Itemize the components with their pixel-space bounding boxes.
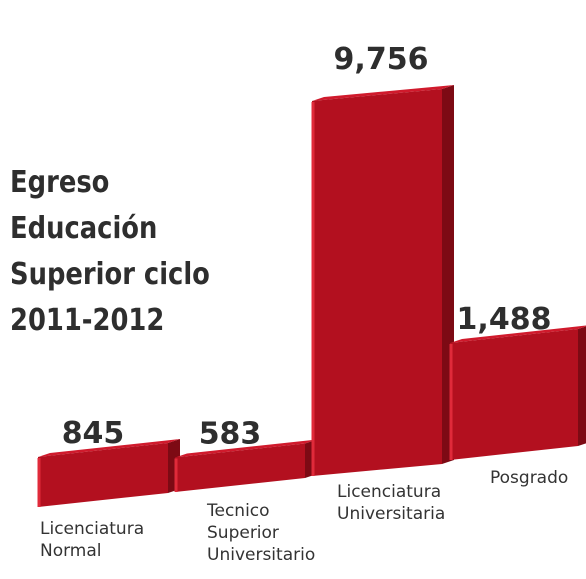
bar-side — [578, 326, 586, 446]
value-label: 583 — [199, 417, 262, 452]
category-label: Licenciatura Normal — [40, 519, 144, 561]
bar-front — [38, 443, 168, 507]
category-label: Licenciatura Universitaria — [337, 482, 445, 524]
bar-front — [312, 89, 442, 476]
value-label: 9,756 — [334, 42, 429, 77]
bar-top — [450, 325, 586, 343]
bar-2 — [311, 85, 454, 476]
category-label: Posgrado — [490, 468, 568, 488]
chart-title: Egreso Educación Superior ciclo 2011-201… — [10, 165, 210, 338]
bar-front — [450, 329, 578, 460]
value-labels-group: 845 583 9,756 1,488 — [62, 42, 552, 452]
bars-group — [37, 85, 586, 507]
category-label: Tecnico Superior Universitario — [206, 501, 315, 565]
value-label: 1,488 — [457, 302, 552, 337]
bar-top — [175, 439, 317, 458]
bar-front — [175, 443, 305, 492]
value-label: 845 — [62, 416, 125, 451]
bar-top — [38, 439, 180, 457]
category-labels-group: Licenciatura Normal Tecnico Superior Univers… — [40, 468, 568, 565]
bar-top — [312, 85, 454, 101]
bar-3 — [449, 325, 586, 460]
